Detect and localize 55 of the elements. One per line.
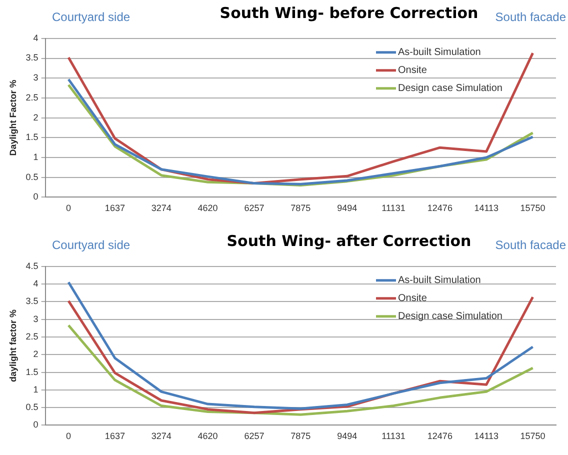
- y-tick-label: 1: [33, 152, 38, 162]
- x-tick-label: 15750: [520, 203, 546, 214]
- y-tick-label: 4: [33, 32, 38, 43]
- y-tick-label: 0: [33, 420, 38, 430]
- x-tick-label: 0: [66, 203, 72, 214]
- y-tick-label: 2.5: [26, 331, 38, 342]
- x-tick-label: 14113: [474, 431, 499, 442]
- x-tick-label: 9494: [337, 203, 358, 214]
- text: South facade: [495, 238, 566, 252]
- x-tick-label: 3274: [151, 431, 172, 442]
- x-tick-label: 1637: [104, 203, 125, 214]
- x-tick-label: 3274: [151, 203, 172, 214]
- x-tick-label: 15750: [520, 431, 546, 442]
- x-tick-label: 14113: [474, 203, 499, 214]
- x-tick-label: 4620: [198, 431, 218, 442]
- y-tick-label: 4.5: [26, 260, 38, 271]
- y-tick-label: 0: [33, 192, 38, 202]
- x-tick-label: 12476: [427, 203, 452, 214]
- x-tick-label: 11131: [382, 203, 406, 214]
- chart-title: South Wing- after Correction: [226, 232, 472, 250]
- y-tick-label: 1.5: [26, 366, 38, 377]
- y-tick-label: 1: [33, 384, 38, 394]
- legend-label: As-built Simulation: [398, 275, 481, 286]
- chart-title: South Wing- before Correction: [220, 4, 478, 22]
- y-axis-title: Daylight Factor %: [8, 80, 18, 156]
- x-tick-label: 0: [66, 431, 72, 442]
- text: South facade: [495, 10, 566, 24]
- text: Courtyard side: [52, 10, 130, 24]
- text: Courtyard side: [52, 238, 130, 252]
- y-tick-label: 0.5: [26, 402, 38, 412]
- x-tick-label: 1637: [104, 431, 125, 442]
- y-tick-label: 0.5: [26, 172, 38, 182]
- x-tick-label: 4620: [198, 203, 218, 214]
- x-tick-label: 9494: [337, 431, 358, 442]
- y-tick-label: 3: [33, 72, 38, 83]
- x-tick-label: 6257: [244, 203, 264, 214]
- x-tick-label: 6257: [244, 431, 264, 442]
- legend-label: Design case Simulation: [398, 311, 502, 322]
- x-tick-label: 12476: [427, 431, 452, 442]
- legend-label: As-built Simulation: [398, 47, 481, 58]
- y-tick-label: 3.5: [26, 296, 38, 306]
- x-tick-label: 7875: [290, 431, 311, 442]
- y-tick-label: 2: [33, 349, 38, 360]
- y-axis-title: daylight factor %: [8, 310, 18, 382]
- legend-label: Design case Simulation: [398, 83, 502, 94]
- y-tick-label: 3.5: [26, 52, 38, 63]
- y-tick-label: 3: [33, 314, 38, 324]
- y-tick-label: 2.5: [26, 92, 38, 102]
- y-tick-label: 4: [33, 278, 38, 289]
- legend-label: Onsite: [398, 293, 428, 304]
- x-tick-label: 11131: [382, 431, 406, 442]
- x-tick-label: 7875: [290, 203, 311, 214]
- y-tick-label: 2: [33, 112, 38, 122]
- y-tick-label: 1.5: [26, 132, 38, 142]
- legend-label: Onsite: [398, 65, 428, 76]
